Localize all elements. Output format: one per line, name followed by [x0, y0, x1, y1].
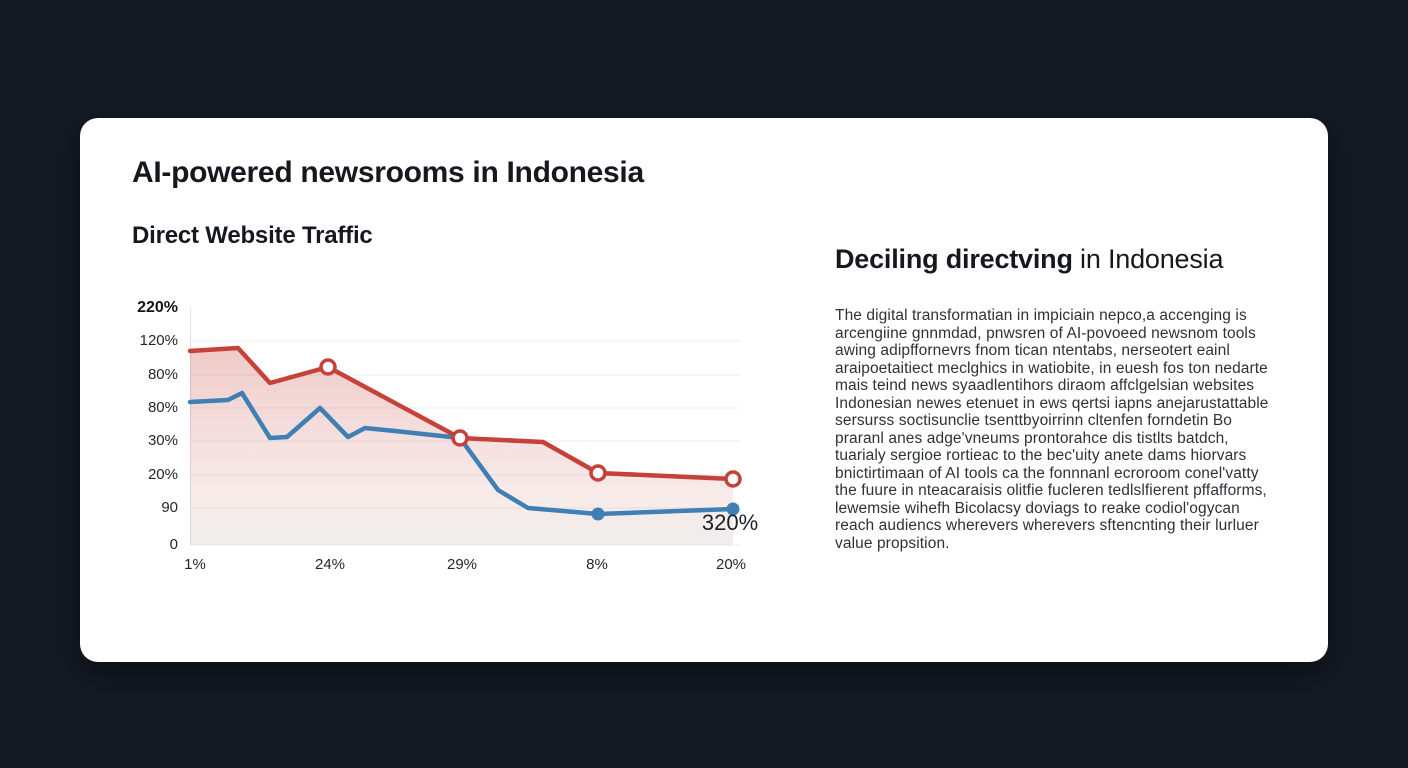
y-axis-tick-label: 220%: [137, 299, 178, 316]
red-declining-series-line: [187, 345, 736, 482]
y-axis-tick-label: 0: [169, 536, 178, 553]
x-axis-tick-label: 8%: [586, 556, 608, 573]
heading-bold-part: Deciling directving: [835, 244, 1073, 274]
chart-value-annotation: 320%: [701, 510, 759, 535]
y-axis-tick-label: 20%: [147, 466, 178, 483]
blue-declining-series-line: [187, 390, 736, 517]
y-axis-tick-label: 80%: [147, 399, 178, 416]
blue-declining-series-marker: [726, 502, 740, 516]
y-axis-tick-label: 90: [161, 499, 178, 516]
text-section-heading: Deciling directving in Indonesia: [835, 244, 1223, 275]
y-axis-tick-label: 30%: [147, 432, 178, 449]
x-axis-tick-label: 24%: [314, 556, 346, 573]
red-declining-series-marker: [589, 464, 607, 482]
chart-plot-area: 320%: [187, 305, 758, 546]
red-declining-series-marker: [451, 429, 469, 447]
body-paragraph: The digital transformatian in impiciain …: [835, 307, 1269, 552]
x-axis-tick-label: 20%: [715, 556, 747, 573]
y-axis-tick-label: 120%: [139, 332, 178, 349]
x-axis-tick-label: 29%: [446, 556, 478, 573]
chart-title: Direct Website Traffic: [132, 222, 373, 249]
y-axis: 220% 120% 80% 80% 30% 20% 90 0: [98, 299, 178, 553]
red-declining-series-marker: [319, 358, 337, 376]
x-axis-tick-label: 1%: [184, 556, 206, 573]
slide-card: AI-powered newsrooms in Indonesia Direct…: [80, 118, 1328, 662]
page-title: AI-powered newsrooms in Indonesia: [132, 156, 644, 189]
heading-regular-part: in Indonesia: [1072, 244, 1224, 274]
red-declining-series-marker: [724, 470, 742, 488]
blue-declining-series-marker: [591, 507, 605, 521]
traffic-chart-svg: [187, 308, 742, 546]
y-axis-tick-label: 80%: [147, 366, 178, 383]
x-axis: 1% 24% 29% 8% 20%: [184, 556, 746, 576]
